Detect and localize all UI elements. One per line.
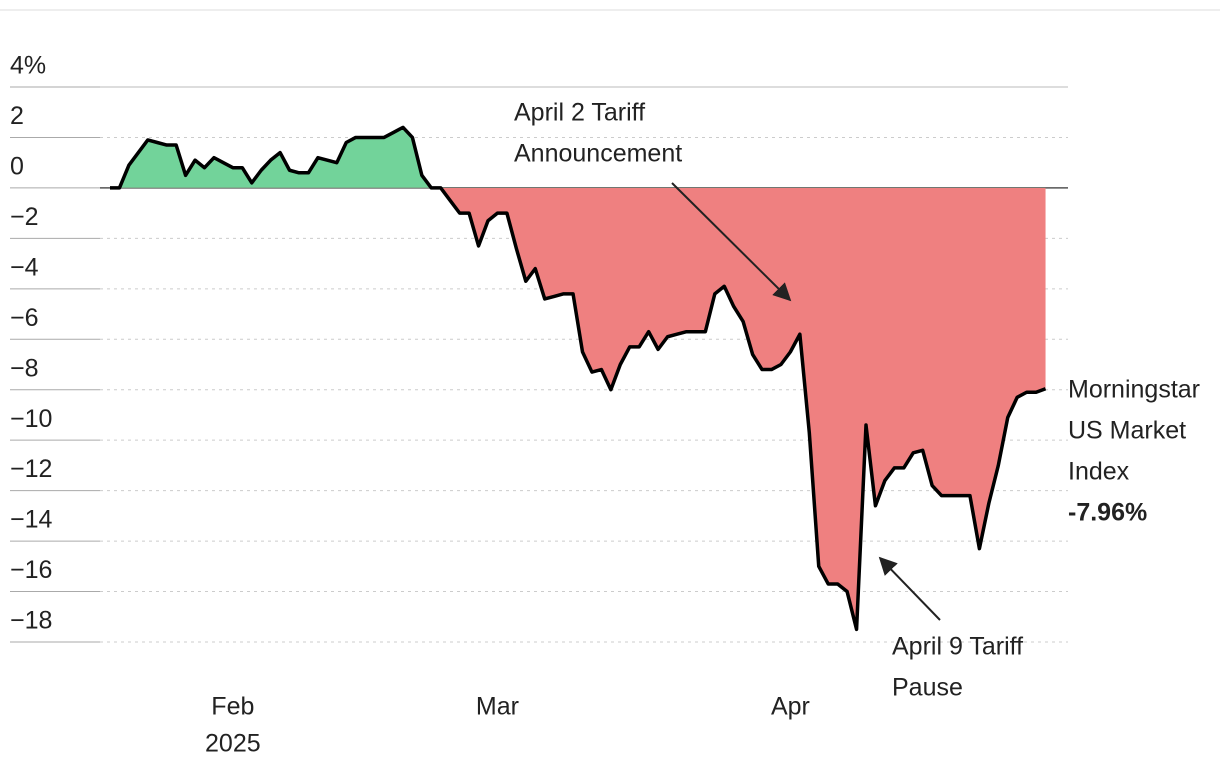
marks — [110, 125, 1047, 632]
line — [110, 125, 1047, 632]
y-tick-label: 0 — [10, 153, 24, 181]
series-label: Morningstar — [1068, 375, 1200, 403]
labels: 4% 2 0 −2 −4 −6 −8 −10 −12 −14 −16 −18 Feb 2025 Mar Apr… — [10, 52, 1200, 758]
y-tick-label: −16 — [10, 556, 52, 584]
y-tick-label: −14 — [10, 506, 53, 534]
y-tick-label: 2 — [10, 102, 24, 130]
y-tick-label: 4% — [10, 52, 46, 80]
y-tick-label: −8 — [10, 354, 39, 382]
y-tick-label: −12 — [10, 455, 52, 483]
annotation: Announcement — [514, 140, 682, 168]
y-tick-label: −18 — [10, 607, 52, 635]
x-tick-label: Feb — [211, 693, 254, 721]
y-tick-label: −6 — [10, 304, 39, 332]
annotation: April 2 Tariff — [514, 99, 645, 127]
annotation-arrow — [671, 182, 792, 302]
series-value-label: -7.96% — [1068, 498, 1147, 526]
area-positive — [110, 127, 1046, 188]
series-label: Index — [1068, 457, 1130, 485]
y-tick-label: −2 — [10, 203, 39, 231]
x-year-label: 2025 — [205, 730, 261, 758]
series-label: US Market — [1068, 416, 1186, 444]
x-tick-label: Mar — [476, 693, 519, 721]
y-tick-label: −10 — [10, 405, 52, 433]
annotation: Pause — [892, 674, 963, 702]
y-tick-label: −4 — [10, 253, 39, 281]
annotation-arrow — [878, 556, 941, 621]
area-negative — [440, 187, 1046, 630]
x-tick-label: Apr — [771, 693, 810, 721]
annotation: April 9 Tariff — [892, 633, 1023, 661]
